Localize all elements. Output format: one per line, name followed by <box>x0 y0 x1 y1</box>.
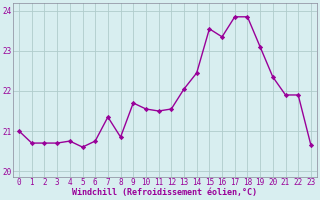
X-axis label: Windchill (Refroidissement éolien,°C): Windchill (Refroidissement éolien,°C) <box>72 188 258 197</box>
